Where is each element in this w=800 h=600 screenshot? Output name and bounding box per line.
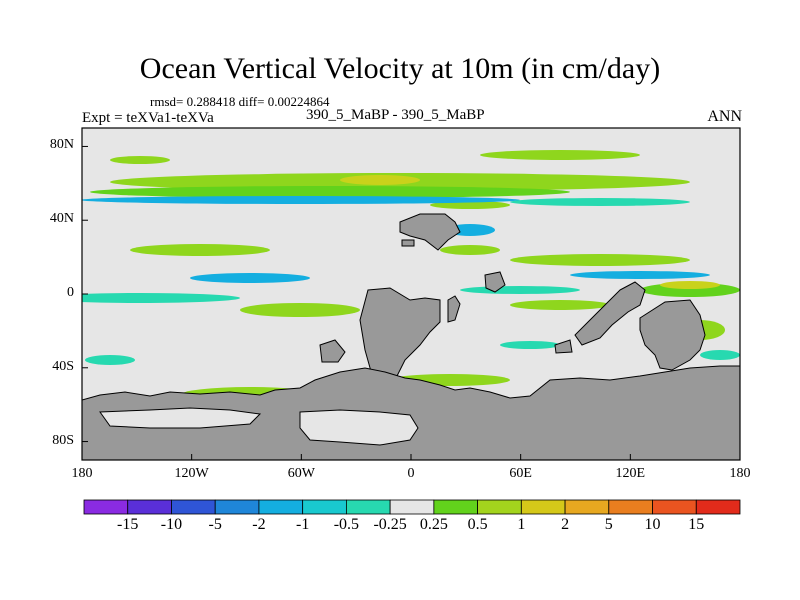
colorbar-swatch (214, 499, 260, 515)
colorbar-label: 0.5 (467, 516, 488, 533)
colorbar-swatch (127, 499, 172, 515)
colorbar-swatch (83, 499, 129, 515)
colorbar-label: 2 (561, 516, 570, 533)
x-tick-label: 120W (174, 466, 209, 481)
x-tick-label: 180 (71, 466, 93, 481)
colorbar-label: -1 (295, 516, 310, 533)
colorbar-swatch (389, 499, 435, 515)
colorbar-label: 0.25 (419, 516, 448, 533)
chart-title: Ocean Vertical Velocity at 10m (in cm/da… (139, 52, 661, 85)
y-tick-label: 40S (52, 358, 74, 374)
colorbar-swatch (345, 499, 391, 515)
colorbar-label: 1 (517, 516, 526, 533)
colorbar-label: -0.5 (333, 516, 360, 533)
colorbar-label: -10 (160, 516, 183, 533)
colorbar-swatch (433, 499, 479, 515)
negative-anomaly-bands (82, 196, 740, 437)
colorbar-swatch (171, 499, 216, 515)
x-tick-label: 0 (407, 466, 415, 481)
colorbar-label: -15 (117, 516, 139, 533)
colorbar-label: 10 (644, 516, 661, 533)
land-mask (82, 213, 740, 460)
colorbar-swatch (258, 499, 304, 515)
stats-label: rmsd= 0.288418 diff= 0.00224864 (150, 94, 330, 109)
season-label: ANN (707, 108, 742, 125)
x-tick-label: 120E (615, 466, 646, 481)
colorbar-label: -2 (252, 516, 266, 533)
colorbar-swatch (695, 499, 741, 515)
colorbar-label: 5 (604, 516, 613, 533)
experiment-label: Expt = teXVa1-teXVa (82, 110, 214, 126)
colorbar-label: -0.25 (373, 516, 407, 533)
y-tick-label: 0 (67, 285, 74, 300)
x-tick-label: 60W (287, 466, 315, 481)
colorbar-swatch (477, 499, 522, 515)
colorbar-swatch (608, 499, 653, 515)
colorbar-swatch (564, 499, 610, 515)
colorbar-label: -5 (208, 516, 222, 533)
y-tick-label: 80S (52, 432, 74, 448)
center-label: 390_5_MaBP - 390_5_MaBP (306, 107, 485, 123)
colorbar-label: 15 (688, 516, 705, 533)
colorbar-swatch (302, 499, 347, 515)
colorbar-swatch (520, 499, 566, 515)
x-tick-label: 60E (509, 466, 532, 481)
y-tick-label: 80N (49, 137, 74, 153)
colorbar-swatch (652, 499, 697, 515)
y-tick-label: 40N (49, 211, 74, 227)
x-tick-label: 180 (729, 466, 751, 481)
